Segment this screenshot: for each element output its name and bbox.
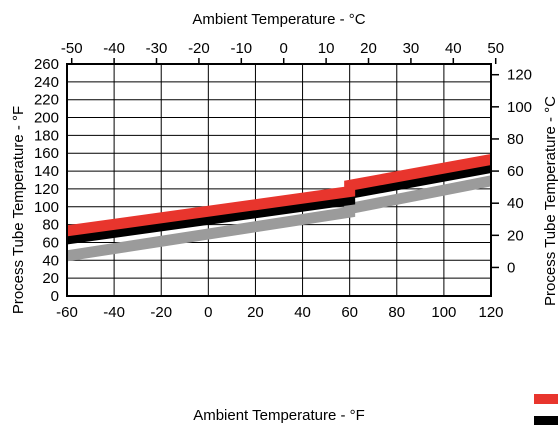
y-tick-label-left: 140 bbox=[34, 163, 59, 180]
x-tick-label-bottom: 20 bbox=[247, 304, 264, 321]
x-tick-label-bottom: 0 bbox=[204, 304, 212, 321]
legend bbox=[534, 394, 558, 425]
y-tick-label-right: 0 bbox=[507, 259, 515, 276]
x-tick-label-top: -20 bbox=[188, 40, 210, 57]
x-tick-label-top: 10 bbox=[318, 40, 335, 57]
y-tick-label-right: 100 bbox=[507, 99, 532, 116]
y-tick-label-right: 80 bbox=[507, 131, 524, 148]
x-tick-label-bottom: -20 bbox=[150, 304, 172, 321]
x-tick-label-top: -10 bbox=[230, 40, 252, 57]
x-tick-label-bottom: 60 bbox=[341, 304, 358, 321]
tick-labels: -60 -40 -20 0 20 40 60 80 100 1200204060801001201… bbox=[34, 40, 532, 321]
y-axis-title-left: Process Tube Temperature - °F bbox=[10, 106, 27, 314]
legend-swatch bbox=[534, 416, 558, 425]
y-tick-label-left: 80 bbox=[42, 217, 59, 234]
y-tick-label-left: 260 bbox=[34, 56, 59, 73]
x-tick-label-top: -40 bbox=[103, 40, 125, 57]
y-tick-label-left: 120 bbox=[34, 181, 59, 198]
x-tick-label-bottom: 100 bbox=[431, 304, 456, 321]
x-tick-label-top: 50 bbox=[487, 40, 504, 57]
x-tick-label-top: -50 bbox=[61, 40, 83, 57]
x-tick-label-top: 0 bbox=[280, 40, 288, 57]
x-tick-label-bottom: -60 bbox=[56, 304, 78, 321]
x-tick-label-bottom: -40 bbox=[103, 304, 125, 321]
y-tick-label-left: 180 bbox=[34, 127, 59, 144]
x-tick-label-bottom: 40 bbox=[294, 304, 311, 321]
y-tick-label-right: 20 bbox=[507, 227, 524, 244]
x-tick-label-top: 20 bbox=[360, 40, 377, 57]
y-tick-label-right: 40 bbox=[507, 195, 524, 212]
x-tick-label-top: 30 bbox=[403, 40, 420, 57]
y-tick-label-right: 60 bbox=[507, 163, 524, 180]
y-tick-label-left: 60 bbox=[42, 234, 59, 251]
x-tick-label-bottom: 80 bbox=[388, 304, 405, 321]
y-tick-label-left: 240 bbox=[34, 74, 59, 91]
y-tick-label-left: 0 bbox=[51, 288, 59, 305]
x-tick-label-top: 40 bbox=[445, 40, 462, 57]
x-tick-label-bottom: 120 bbox=[478, 304, 503, 321]
plot-frame bbox=[66, 63, 492, 297]
y-tick-label-right: 120 bbox=[507, 67, 532, 84]
series-line-3 bbox=[66, 154, 492, 237]
series-group bbox=[66, 154, 493, 262]
legend-swatch bbox=[534, 394, 558, 404]
y-tick-label-left: 100 bbox=[34, 199, 59, 216]
series-line-1 bbox=[66, 175, 493, 262]
y-tick-label-left: 160 bbox=[34, 145, 59, 162]
x-axis-title-bottom: Ambient Temperature - °F bbox=[193, 407, 365, 424]
y-tick-label-left: 40 bbox=[42, 252, 59, 269]
x-axis-title-top: Ambient Temperature - °C bbox=[192, 11, 365, 28]
x-tick-label-top: -30 bbox=[146, 40, 168, 57]
y-axis-title-right: Process Tube Temperature - °C bbox=[542, 96, 558, 306]
y-tick-label-left: 20 bbox=[42, 270, 59, 287]
y-tick-label-left: 200 bbox=[34, 110, 59, 127]
y-tick-label-left: 220 bbox=[34, 92, 59, 109]
